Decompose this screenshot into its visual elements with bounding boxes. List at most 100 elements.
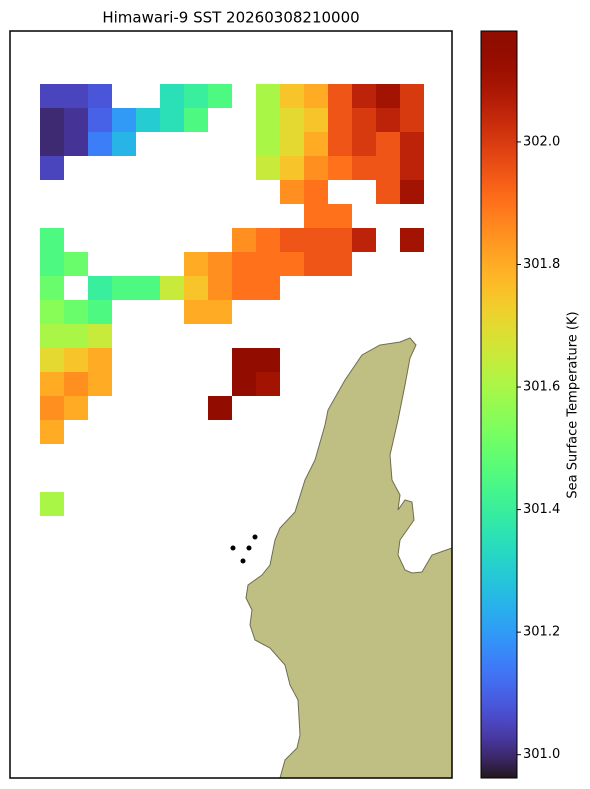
cell <box>376 108 400 132</box>
islands <box>230 534 258 564</box>
cell <box>352 228 376 252</box>
cell <box>208 276 232 300</box>
cell <box>208 252 232 276</box>
cell <box>208 300 232 324</box>
cell <box>304 228 328 252</box>
cell <box>40 372 64 396</box>
cell <box>40 348 64 372</box>
cell <box>328 84 352 108</box>
cell <box>40 276 64 300</box>
land <box>245 337 453 779</box>
cell <box>88 348 112 372</box>
cell <box>208 84 232 108</box>
cell <box>376 156 400 180</box>
cell <box>256 132 280 156</box>
colorbar-tick-label: 301.6 <box>523 380 560 395</box>
cell <box>88 300 112 324</box>
cell <box>352 108 376 132</box>
cell <box>304 252 328 276</box>
cell <box>304 204 328 228</box>
heatmap <box>40 84 424 516</box>
cell <box>256 252 280 276</box>
cell <box>64 396 88 420</box>
cell <box>40 108 64 132</box>
cell <box>304 156 328 180</box>
cell <box>64 108 88 132</box>
cell <box>256 108 280 132</box>
cell <box>280 252 304 276</box>
cell <box>88 324 112 348</box>
cell <box>184 300 208 324</box>
cell <box>40 132 64 156</box>
cell <box>40 228 64 252</box>
cell <box>40 492 64 516</box>
cell <box>40 396 64 420</box>
cell <box>400 132 424 156</box>
cell <box>304 108 328 132</box>
cell <box>328 252 352 276</box>
cell <box>184 252 208 276</box>
cell <box>256 228 280 252</box>
cell <box>40 324 64 348</box>
cell <box>64 324 88 348</box>
cell <box>352 84 376 108</box>
cell <box>328 228 352 252</box>
cell <box>256 348 280 372</box>
cell <box>64 84 88 108</box>
cell <box>64 132 88 156</box>
cell <box>184 108 208 132</box>
cell <box>232 372 256 396</box>
cell <box>112 276 136 300</box>
cell <box>88 108 112 132</box>
cell <box>304 84 328 108</box>
colorbar-tick-label: 301.2 <box>523 625 560 640</box>
cell <box>40 300 64 324</box>
cell <box>376 84 400 108</box>
cell <box>88 276 112 300</box>
cell <box>352 132 376 156</box>
cell <box>208 396 232 420</box>
cell <box>184 84 208 108</box>
colorbar-tick-label: 301.0 <box>523 747 560 762</box>
map-frame <box>9 30 453 779</box>
cell <box>280 84 304 108</box>
cell <box>328 156 352 180</box>
cell <box>88 84 112 108</box>
cell <box>280 228 304 252</box>
cell <box>280 108 304 132</box>
cell <box>40 420 64 444</box>
cell <box>40 156 64 180</box>
cell <box>280 156 304 180</box>
colorbar-tick-label: 301.4 <box>523 502 560 517</box>
cell <box>40 84 64 108</box>
cell <box>400 108 424 132</box>
cell <box>328 204 352 228</box>
cell <box>376 180 400 204</box>
cell <box>64 348 88 372</box>
colorbar <box>480 30 518 779</box>
cell <box>232 252 256 276</box>
cell <box>376 132 400 156</box>
cell <box>400 228 424 252</box>
cell <box>232 228 256 252</box>
colorbar-tick-label: 302.0 <box>523 134 560 149</box>
cell <box>112 132 136 156</box>
cell <box>160 84 184 108</box>
chart-title: Himawari-9 SST 20260308210000 <box>102 9 359 27</box>
cell <box>88 372 112 396</box>
cell <box>256 276 280 300</box>
cell <box>256 372 280 396</box>
cell <box>136 108 160 132</box>
cell <box>400 156 424 180</box>
cell <box>160 108 184 132</box>
colorbar-tick-label: 301.8 <box>523 257 560 272</box>
cell <box>352 156 376 180</box>
cell <box>280 132 304 156</box>
cell <box>136 276 160 300</box>
cell <box>88 132 112 156</box>
cell <box>256 156 280 180</box>
cell <box>328 108 352 132</box>
cell <box>280 180 304 204</box>
cell <box>160 276 184 300</box>
cell <box>304 132 328 156</box>
